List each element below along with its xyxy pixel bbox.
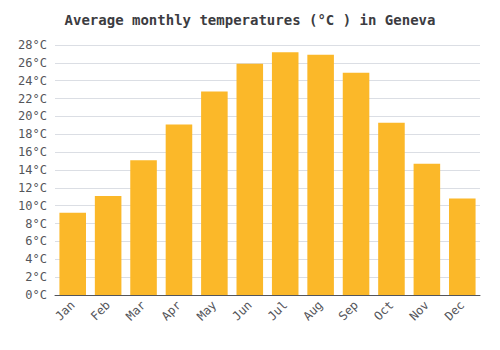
svg-text:Apr: Apr: [159, 298, 184, 323]
svg-text:Sep: Sep: [336, 298, 361, 323]
svg-text:22°C: 22°C: [18, 92, 47, 106]
svg-text:Mar: Mar: [123, 298, 148, 323]
svg-text:Jun: Jun: [230, 298, 255, 323]
svg-text:Dec: Dec: [442, 298, 467, 323]
svg-text:6°C: 6°C: [25, 234, 47, 248]
svg-text:Nov: Nov: [407, 298, 432, 323]
svg-text:Oct: Oct: [371, 298, 396, 323]
svg-text:Feb: Feb: [88, 298, 113, 323]
svg-text:8°C: 8°C: [25, 217, 47, 231]
svg-text:10°C: 10°C: [18, 199, 47, 213]
svg-text:4°C: 4°C: [25, 252, 47, 266]
svg-text:0°C: 0°C: [25, 288, 47, 302]
svg-text:Jul: Jul: [265, 298, 290, 323]
svg-text:28°C: 28°C: [18, 38, 47, 52]
svg-text:2°C: 2°C: [25, 270, 47, 284]
svg-text:16°C: 16°C: [18, 145, 47, 159]
svg-text:Aug: Aug: [300, 298, 325, 323]
svg-text:Average monthly temperatures (: Average monthly temperatures (°C ) in Ge…: [65, 12, 436, 28]
svg-text:20°C: 20°C: [18, 109, 47, 123]
svg-text:24°C: 24°C: [18, 74, 47, 88]
svg-text:Jan: Jan: [52, 298, 77, 323]
svg-text:May: May: [194, 298, 219, 323]
svg-text:14°C: 14°C: [18, 163, 47, 177]
svg-text:26°C: 26°C: [18, 56, 47, 70]
svg-text:18°C: 18°C: [18, 127, 47, 141]
svg-text:12°C: 12°C: [18, 181, 47, 195]
